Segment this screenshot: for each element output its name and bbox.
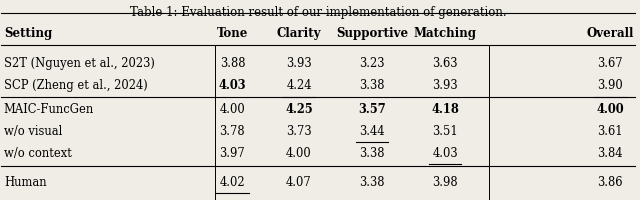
Text: 4.07: 4.07: [286, 175, 312, 188]
Text: 3.86: 3.86: [597, 175, 623, 188]
Text: 4.02: 4.02: [220, 175, 245, 188]
Text: 4.25: 4.25: [285, 102, 313, 115]
Text: 3.90: 3.90: [597, 79, 623, 92]
Text: 3.51: 3.51: [432, 124, 458, 137]
Text: 3.38: 3.38: [359, 79, 385, 92]
Text: 4.00: 4.00: [220, 102, 245, 115]
Text: 3.44: 3.44: [359, 124, 385, 137]
Text: 3.97: 3.97: [220, 146, 245, 159]
Text: 3.38: 3.38: [359, 146, 385, 159]
Text: 4.18: 4.18: [431, 102, 459, 115]
Text: 3.23: 3.23: [359, 57, 385, 70]
Text: S2T (Nguyen et al., 2023): S2T (Nguyen et al., 2023): [4, 57, 155, 70]
Text: 3.61: 3.61: [597, 124, 623, 137]
Text: Table 1: Evaluation result of our implementation of generation.: Table 1: Evaluation result of our implem…: [130, 6, 506, 19]
Text: 3.84: 3.84: [597, 146, 623, 159]
Text: 3.93: 3.93: [432, 79, 458, 92]
Text: 3.67: 3.67: [597, 57, 623, 70]
Text: 3.73: 3.73: [286, 124, 312, 137]
Text: Tone: Tone: [217, 27, 248, 40]
Text: 3.93: 3.93: [286, 57, 312, 70]
Text: SCP (Zheng et al., 2024): SCP (Zheng et al., 2024): [4, 79, 148, 92]
Text: w/o context: w/o context: [4, 146, 72, 159]
Text: Clarity: Clarity: [276, 27, 321, 40]
Text: Overall: Overall: [586, 27, 634, 40]
Text: MAIC-FuncGen: MAIC-FuncGen: [4, 102, 94, 115]
Text: 3.98: 3.98: [432, 175, 458, 188]
Text: 4.03: 4.03: [432, 146, 458, 159]
Text: Matching: Matching: [413, 27, 477, 40]
Text: 3.88: 3.88: [220, 57, 245, 70]
Text: Setting: Setting: [4, 27, 52, 40]
Text: w/o visual: w/o visual: [4, 124, 62, 137]
Text: 3.57: 3.57: [358, 102, 386, 115]
Text: 4.03: 4.03: [219, 79, 246, 92]
Text: 3.38: 3.38: [359, 175, 385, 188]
Text: 4.24: 4.24: [286, 79, 312, 92]
Text: Supportive: Supportive: [336, 27, 408, 40]
Text: Human: Human: [4, 175, 47, 188]
Text: 4.00: 4.00: [286, 146, 312, 159]
Text: 3.78: 3.78: [220, 124, 245, 137]
Text: 4.00: 4.00: [596, 102, 624, 115]
Text: 3.63: 3.63: [432, 57, 458, 70]
